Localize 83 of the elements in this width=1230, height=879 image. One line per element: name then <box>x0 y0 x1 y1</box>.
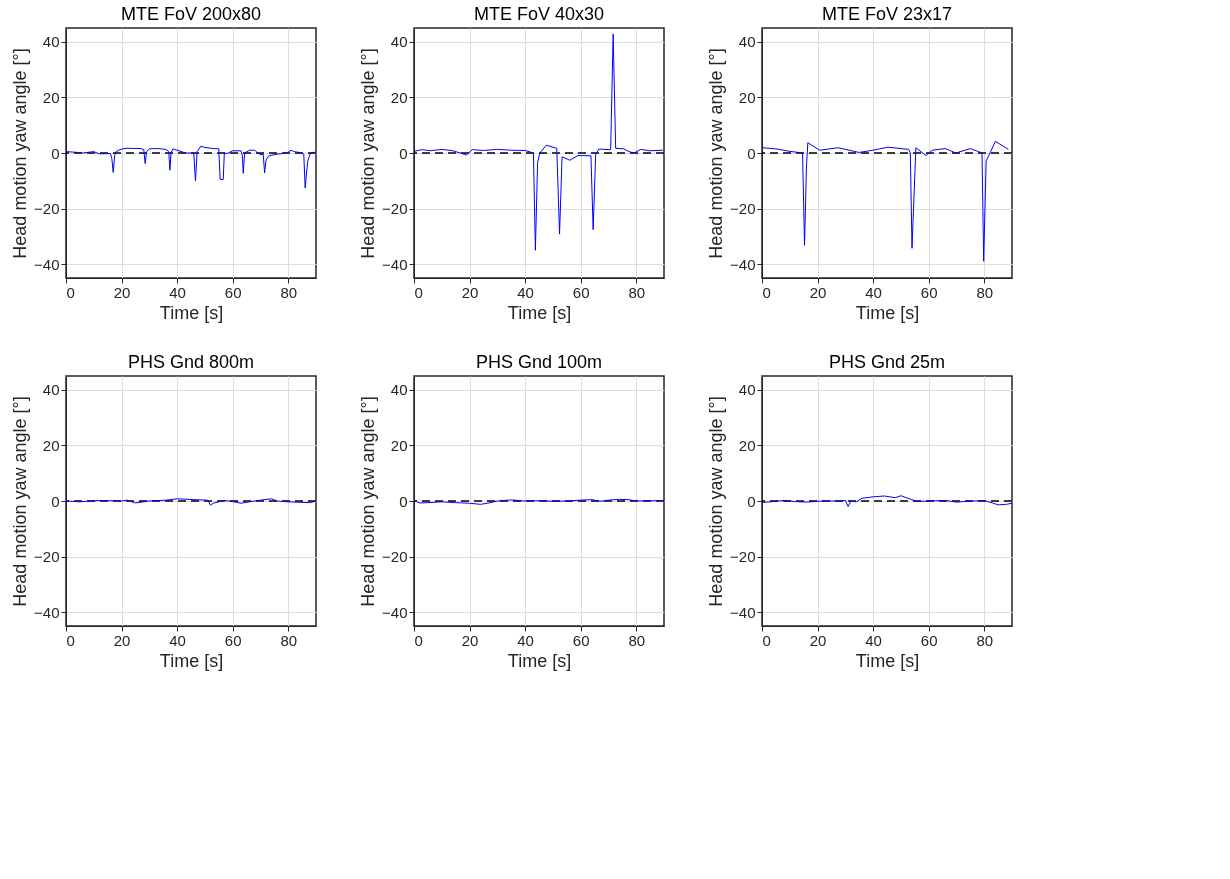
line-series <box>414 33 664 251</box>
x-tick-label: 60 <box>572 283 590 301</box>
x-tick-label: 0 <box>414 283 423 301</box>
x-tick-label: 20 <box>113 631 131 649</box>
y-tick-label: −40 <box>730 603 756 621</box>
x-tick-label: 40 <box>517 283 534 301</box>
y-tick-label: 0 <box>747 144 756 162</box>
y-tick-label: −40 <box>34 603 60 621</box>
chart-title: MTE FoV 40x30 <box>473 4 605 24</box>
x-tick-label: 0 <box>762 283 771 301</box>
y-tick-label: 0 <box>51 492 60 510</box>
chart-title: MTE FoV 200x80 <box>120 4 262 24</box>
y-axis-title: Head motion yaw angle [°] <box>10 48 31 259</box>
line-series <box>66 145 316 189</box>
x-tick-label: 60 <box>572 631 590 649</box>
y-tick-label: 20 <box>390 88 408 106</box>
x-tick-label: 0 <box>762 631 771 649</box>
y-axis-title: Head motion yaw angle [°] <box>706 48 727 259</box>
y-tick-label: 40 <box>738 33 756 51</box>
x-axis-title: Time [s] <box>159 302 224 323</box>
y-tick-label: 20 <box>738 88 756 106</box>
y-tick-label: 40 <box>42 381 60 399</box>
x-tick-label: 40 <box>865 283 882 301</box>
y-tick-label: −20 <box>34 548 60 566</box>
line-series <box>762 495 1012 508</box>
y-tick-label: 40 <box>390 381 408 399</box>
x-tick-label: 40 <box>865 631 882 649</box>
y-tick-label: −40 <box>34 255 60 273</box>
x-tick-label: 80 <box>280 283 298 301</box>
y-tick-label: −20 <box>34 200 60 218</box>
x-tick-label: 60 <box>224 283 242 301</box>
y-tick-label: 40 <box>738 381 756 399</box>
y-tick-label: 40 <box>42 33 60 51</box>
x-axis-title: Time [s] <box>855 650 920 671</box>
y-tick-label: −20 <box>730 548 756 566</box>
x-axis-title: Time [s] <box>507 302 572 323</box>
y-tick-label: −20 <box>730 200 756 218</box>
x-tick-label: 80 <box>628 283 646 301</box>
chart-title: MTE FoV 23x17 <box>821 4 953 24</box>
x-tick-label: 20 <box>461 631 479 649</box>
x-tick-label: 20 <box>809 631 827 649</box>
y-tick-label: 20 <box>42 88 60 106</box>
x-tick-label: 40 <box>169 283 186 301</box>
y-tick-label: −20 <box>382 548 408 566</box>
y-tick-label: −40 <box>382 255 408 273</box>
line-series <box>762 140 1009 262</box>
x-tick-label: 40 <box>169 631 186 649</box>
y-axis-title: Head motion yaw angle [°] <box>10 396 31 607</box>
y-tick-label: −20 <box>382 200 408 218</box>
x-tick-label: 80 <box>628 631 646 649</box>
y-axis-title: Head motion yaw angle [°] <box>706 396 727 607</box>
y-tick-label: 40 <box>390 33 408 51</box>
y-tick-label: 20 <box>42 436 60 454</box>
x-tick-label: 20 <box>113 283 131 301</box>
x-tick-label: 20 <box>461 283 479 301</box>
y-tick-label: −40 <box>730 255 756 273</box>
y-tick-label: 0 <box>399 492 408 510</box>
x-tick-label: 40 <box>517 631 534 649</box>
y-tick-label: 20 <box>390 436 408 454</box>
x-axis-title: Time [s] <box>507 650 572 671</box>
y-tick-label: −40 <box>382 603 408 621</box>
chart-title: PHS Gnd 100m <box>475 352 603 372</box>
x-tick-label: 60 <box>920 283 938 301</box>
y-axis-title: Head motion yaw angle [°] <box>358 396 379 607</box>
line-series <box>66 498 316 506</box>
x-tick-label: 60 <box>920 631 938 649</box>
x-tick-label: 80 <box>976 283 994 301</box>
y-tick-label: 0 <box>51 144 60 162</box>
y-tick-label: 0 <box>747 492 756 510</box>
x-tick-label: 0 <box>414 631 423 649</box>
x-tick-label: 80 <box>280 631 298 649</box>
y-tick-label: 20 <box>738 436 756 454</box>
x-tick-label: 60 <box>224 631 242 649</box>
x-axis-title: Time [s] <box>855 302 920 323</box>
x-axis-title: Time [s] <box>159 650 224 671</box>
x-tick-label: 20 <box>809 283 827 301</box>
y-tick-label: 0 <box>399 144 408 162</box>
x-tick-label: 0 <box>66 631 75 649</box>
chart-title: PHS Gnd 25m <box>828 352 946 372</box>
chart-title: PHS Gnd 800m <box>127 352 255 372</box>
x-tick-label: 80 <box>976 631 994 649</box>
y-axis-title: Head motion yaw angle [°] <box>358 48 379 259</box>
x-tick-label: 0 <box>66 283 75 301</box>
